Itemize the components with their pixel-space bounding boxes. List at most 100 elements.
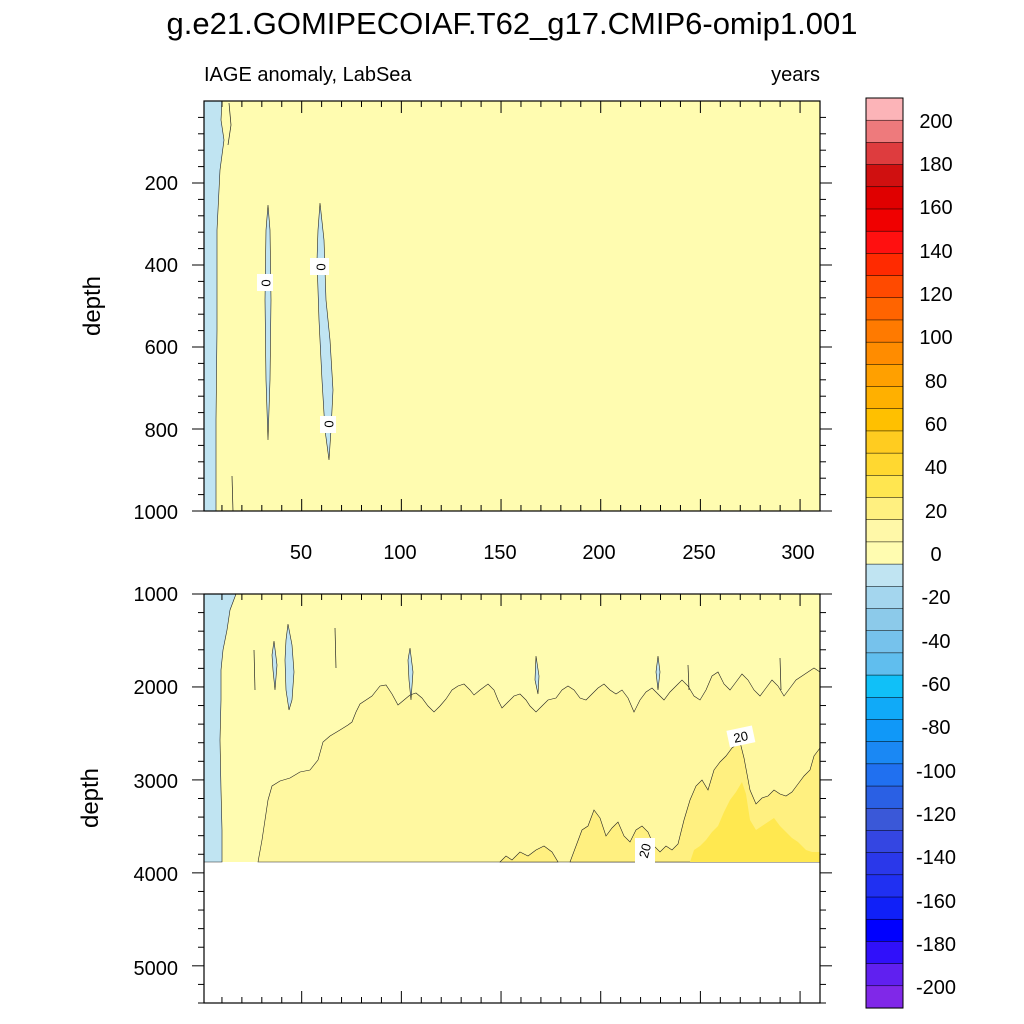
colorbar-box bbox=[865, 519, 904, 543]
figure-title: g.e21.GOMIPECOIAF.T62_g17.CMIP6-omip1.00… bbox=[167, 6, 858, 41]
lower-field-level-10 bbox=[257, 667, 821, 863]
x-tick-200: 200 bbox=[582, 542, 615, 564]
colorbar-box bbox=[865, 719, 904, 743]
lower-contour-line-4 bbox=[687, 664, 690, 691]
colorbar-box bbox=[865, 275, 904, 299]
x-tick-100: 100 bbox=[383, 542, 416, 564]
lower-contour-streak-1 bbox=[284, 623, 295, 711]
colorbar-box bbox=[865, 475, 904, 499]
x-tick-300: 300 bbox=[781, 542, 814, 564]
upper-right-label: years bbox=[771, 64, 820, 86]
colorbar-box bbox=[865, 230, 904, 254]
lower-y-tick-3000: 3000 bbox=[134, 771, 179, 793]
upper-y-tick-400: 400 bbox=[145, 255, 178, 277]
colorbar-box bbox=[865, 164, 904, 188]
colorbar-box bbox=[865, 896, 904, 920]
colorbar-label-120: 120 bbox=[919, 284, 952, 306]
lower-contour-line-1 bbox=[253, 649, 256, 691]
colorbar-label-200: 200 bbox=[919, 111, 952, 133]
colorbar-box bbox=[865, 497, 904, 521]
colorbar-box bbox=[865, 985, 904, 1009]
colorbar-label-20: 20 bbox=[925, 501, 947, 523]
colorbar-label-40: 40 bbox=[925, 457, 947, 479]
colorbar-label-100: 100 bbox=[919, 327, 952, 349]
upper-y-tick-600: 600 bbox=[145, 337, 178, 359]
lower-y-tick-4000: 4000 bbox=[134, 864, 179, 886]
colorbar-box bbox=[865, 630, 904, 654]
colorbar-labels: 200 180 160 140 120 100 80 60 40 20 0 -2… bbox=[916, 111, 956, 999]
upper-field-background bbox=[204, 101, 820, 511]
colorbar-box bbox=[865, 386, 904, 410]
lower-contour-streak-3 bbox=[407, 647, 414, 701]
colorbar-label-80: 80 bbox=[925, 371, 947, 393]
colorbar-box bbox=[865, 785, 904, 809]
colorbar-box bbox=[865, 918, 904, 942]
upper-y-tick-800: 800 bbox=[145, 420, 178, 442]
lower-field-level-30 bbox=[690, 782, 820, 862]
x-tick-150: 150 bbox=[483, 542, 516, 564]
colorbar: 200 180 160 140 120 100 80 60 40 20 0 -2… bbox=[865, 97, 956, 1009]
lower-contour-line-2 bbox=[334, 627, 337, 669]
colorbar-box bbox=[865, 697, 904, 721]
upper-contour-label-1: 0 bbox=[259, 279, 274, 286]
colorbar-box bbox=[865, 674, 904, 698]
colorbar-box bbox=[865, 97, 904, 121]
colorbar-box bbox=[865, 741, 904, 765]
colorbar-box bbox=[865, 208, 904, 232]
lower-negative-edge bbox=[203, 593, 237, 863]
upper-contour-label-2: 0 bbox=[314, 263, 329, 270]
colorbar-label-minus-20: -20 bbox=[922, 587, 951, 609]
lower-y-axis-label: depth bbox=[77, 768, 104, 828]
lower-axis-ticks bbox=[192, 593, 832, 1004]
upper-y-axis-label: depth bbox=[79, 276, 106, 336]
colorbar-label-minus-100: -100 bbox=[916, 761, 956, 783]
lower-contour-line-3 bbox=[779, 657, 782, 691]
colorbar-box bbox=[865, 142, 904, 166]
colorbar-box bbox=[865, 652, 904, 676]
lower-panel: 20 20 1000 2000 3000 4000 5000 depth bbox=[77, 584, 832, 1004]
colorbar-label-minus-200: -200 bbox=[916, 977, 956, 999]
colorbar-label-60: 60 bbox=[925, 414, 947, 436]
lower-contour-label-2: 20 bbox=[636, 842, 654, 860]
upper-contour-line-2 bbox=[227, 102, 232, 146]
colorbar-label-minus-160: -160 bbox=[916, 891, 956, 913]
lower-contour-label-1: 20 bbox=[732, 728, 749, 746]
colorbar-box bbox=[865, 830, 904, 854]
colorbar-label-0: 0 bbox=[930, 544, 941, 566]
lower-y-tick-5000: 5000 bbox=[134, 958, 179, 980]
upper-plot-frame bbox=[203, 100, 821, 512]
upper-contour-labels: 0 0 0 bbox=[257, 258, 337, 433]
colorbar-box bbox=[865, 941, 904, 965]
colorbar-label-180: 180 bbox=[919, 154, 952, 176]
colorbar-frame bbox=[865, 97, 904, 1009]
colorbar-label-minus-120: -120 bbox=[916, 804, 956, 826]
lower-contour-streak-2 bbox=[271, 640, 278, 691]
upper-contour-streak-1 bbox=[264, 204, 272, 441]
colorbar-box bbox=[865, 874, 904, 898]
colorbar-label-minus-140: -140 bbox=[916, 847, 956, 869]
colorbar-label-minus-40: -40 bbox=[922, 631, 951, 653]
x-tick-250: 250 bbox=[682, 542, 715, 564]
colorbar-label-minus-80: -80 bbox=[922, 717, 951, 739]
upper-y-tick-200: 200 bbox=[145, 173, 178, 195]
lower-contour-streak-4 bbox=[534, 655, 540, 695]
upper-field bbox=[203, 100, 820, 512]
x-tick-50: 50 bbox=[290, 542, 312, 564]
lower-y-tick-2000: 2000 bbox=[134, 677, 179, 699]
colorbar-box bbox=[865, 963, 904, 987]
colorbar-box bbox=[865, 297, 904, 321]
colorbar-boxes bbox=[865, 97, 904, 1009]
colorbar-box bbox=[865, 763, 904, 787]
upper-axis-ticks bbox=[192, 101, 832, 512]
lower-contour-labels: 20 20 bbox=[635, 725, 756, 864]
colorbar-box bbox=[865, 452, 904, 476]
colorbar-box bbox=[865, 807, 904, 831]
upper-contour-label-3: 0 bbox=[322, 420, 337, 427]
colorbar-box bbox=[865, 586, 904, 610]
colorbar-box bbox=[865, 541, 904, 565]
colorbar-box bbox=[865, 341, 904, 365]
lower-field bbox=[203, 593, 821, 863]
colorbar-box bbox=[865, 119, 904, 143]
colorbar-box bbox=[865, 852, 904, 876]
